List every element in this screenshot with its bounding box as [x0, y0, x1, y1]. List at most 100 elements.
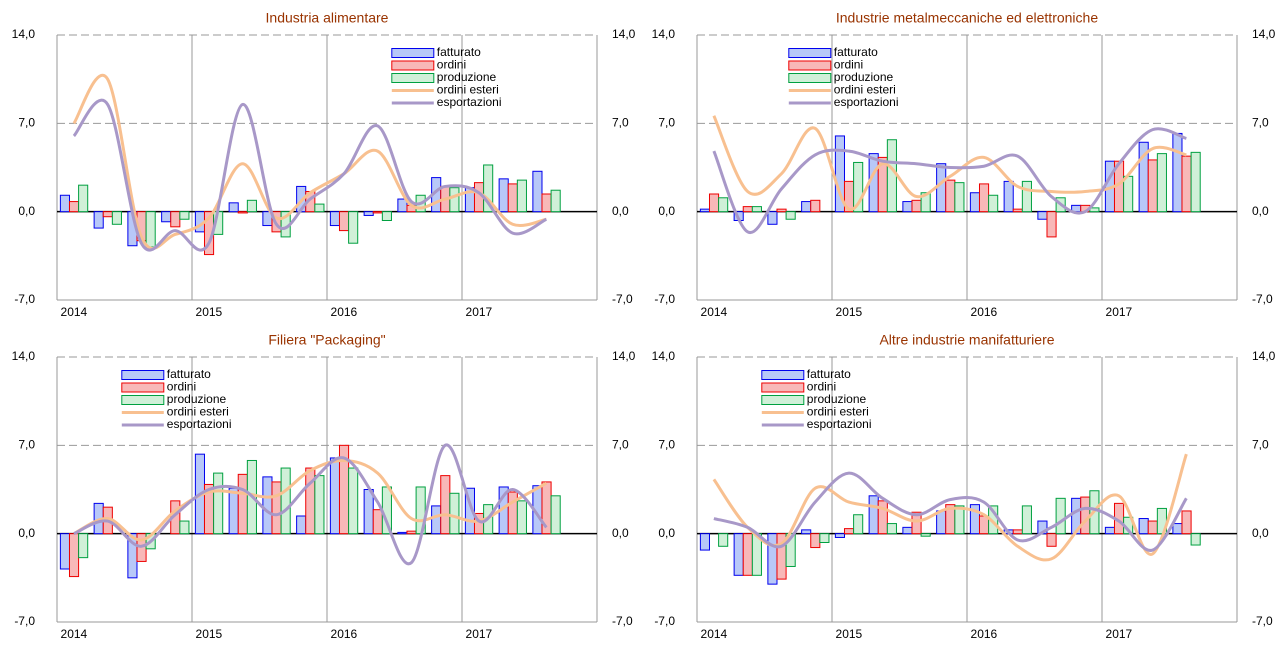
bar [1181, 155, 1192, 213]
bar [170, 211, 181, 228]
bar [348, 467, 359, 535]
y-tick-label: 7,0 [18, 116, 35, 130]
legend-label: produzione [167, 392, 227, 406]
bar [902, 526, 913, 535]
bar [271, 481, 282, 535]
legend-label: fatturato [807, 367, 851, 381]
bar [532, 170, 543, 213]
bar [902, 201, 913, 213]
bar [776, 208, 787, 213]
y-tick-label: -7,0 [14, 614, 35, 628]
x-tick-label: 2017 [466, 305, 493, 319]
bar [179, 520, 190, 535]
x-tick-label: 2017 [466, 627, 493, 641]
legend-swatch [788, 60, 832, 71]
bar [550, 189, 561, 213]
bar [1190, 151, 1201, 213]
bar [161, 211, 172, 223]
y2-tick-label: 0,0 [1252, 526, 1269, 540]
bar [1037, 211, 1048, 220]
y2-tick-label: 7,0 [612, 116, 629, 130]
bar [1147, 520, 1158, 535]
legend-label: ordini esteri [437, 83, 499, 97]
legend-swatch [761, 382, 805, 393]
bar [751, 206, 762, 213]
y2-tick-label: -7,0 [1252, 614, 1273, 628]
y-tick-label: 0,0 [18, 526, 35, 540]
bar [853, 161, 864, 213]
x-tick-label: 2017 [1106, 305, 1133, 319]
legend-label: ordini esteri [807, 405, 869, 419]
chart-title: Filiera "Packaging" [268, 332, 385, 348]
bar [329, 211, 340, 227]
bar [767, 211, 778, 225]
legend-label: produzione [807, 392, 867, 406]
y-tick-label: 14,0 [12, 349, 36, 363]
bar [801, 529, 812, 535]
line [73, 443, 548, 566]
y2-tick-label: 0,0 [612, 526, 629, 540]
bar [237, 473, 248, 535]
bar [801, 201, 812, 213]
bar [431, 505, 442, 535]
bar [945, 179, 956, 213]
bar [936, 163, 947, 213]
y-tick-label: 7,0 [658, 116, 675, 130]
bar [280, 467, 291, 535]
y2-tick-label: 0,0 [1252, 204, 1269, 218]
y-tick-label: -7,0 [14, 292, 35, 306]
bar [920, 533, 931, 537]
bar [246, 199, 257, 213]
legend-label: esportazioni [167, 417, 232, 431]
legend-label: ordini esteri [167, 405, 229, 419]
bar [1055, 497, 1066, 535]
bar [936, 510, 947, 535]
bar [483, 164, 494, 213]
line [72, 74, 547, 250]
bar [329, 457, 340, 535]
bar [877, 500, 888, 535]
bar [988, 194, 999, 213]
x-tick-label: 2016 [971, 305, 998, 319]
bar [59, 533, 70, 570]
line [712, 115, 1187, 211]
bar [1181, 510, 1192, 535]
y-tick-label: 7,0 [18, 438, 35, 452]
bar [834, 135, 845, 213]
bar [228, 487, 239, 535]
bar [1046, 211, 1057, 238]
bar [733, 533, 744, 576]
x-tick-label: 2015 [836, 627, 863, 641]
bar [381, 211, 392, 222]
line [72, 99, 548, 252]
bar [1021, 505, 1032, 535]
bar [516, 179, 527, 213]
bar [305, 467, 316, 535]
bar [1190, 533, 1201, 546]
bar [228, 202, 239, 213]
bar [1156, 153, 1167, 213]
bar [348, 211, 359, 244]
x-tick-label: 2016 [331, 627, 358, 641]
bar [541, 193, 552, 213]
bar [819, 533, 830, 544]
x-tick-label: 2014 [61, 627, 88, 641]
bar [78, 533, 89, 559]
bar [516, 500, 527, 535]
legend-label: esportazioni [807, 417, 872, 431]
bar [1147, 159, 1158, 213]
chart-title: Industria alimentare [266, 10, 389, 26]
bar [262, 476, 273, 535]
bar [834, 533, 845, 538]
y-tick-label: 14,0 [12, 27, 36, 41]
legend-label: ordini [834, 58, 863, 72]
bar [978, 183, 990, 213]
legend-label: produzione [437, 70, 497, 84]
x-tick-label: 2014 [701, 305, 728, 319]
x-tick-label: 2016 [331, 305, 358, 319]
y2-tick-label: 14,0 [612, 27, 636, 41]
bar [78, 184, 89, 213]
y-tick-label: 0,0 [658, 204, 675, 218]
bar [363, 489, 374, 535]
